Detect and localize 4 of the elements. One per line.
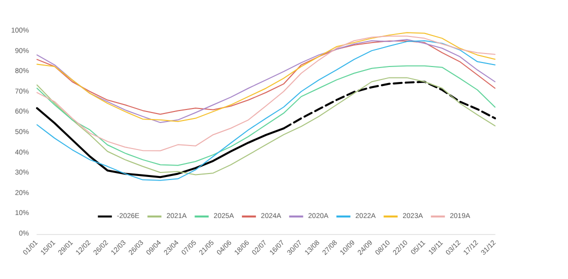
line-series [36,77,496,176]
line-series [36,65,496,166]
line-series [36,40,496,181]
line-series [36,36,496,152]
